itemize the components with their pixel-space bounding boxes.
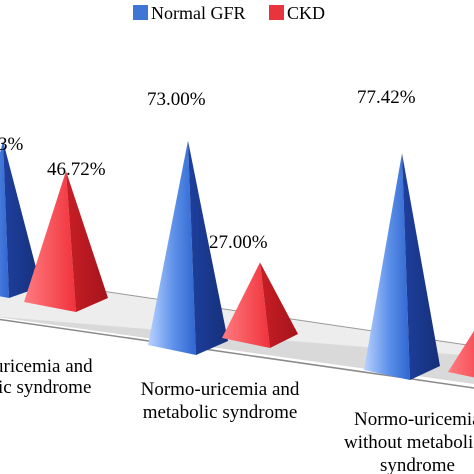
pyramid-marks bbox=[0, 140, 474, 380]
legend-swatch-normal-gfr bbox=[133, 5, 148, 20]
category-label-3: Normo-uricemia without metabolic syndrom… bbox=[344, 409, 474, 474]
category-label-2-line-1: Normo-uricemia and bbox=[141, 379, 300, 400]
pyramid-ckd-2 bbox=[222, 262, 298, 348]
pyramid-ckd-2-face-right bbox=[260, 262, 298, 348]
pyramid-normal-gfr-1-face-right bbox=[3, 140, 41, 298]
legend-label-ckd: CKD bbox=[287, 3, 325, 23]
legend-item-ckd: CKD bbox=[269, 3, 325, 23]
category-label-3-line-1: Normo-uricemia bbox=[354, 409, 474, 430]
data-label-normal-gfr-3: 77.42% bbox=[357, 87, 416, 108]
pyramid-normal-gfr-2-face-right bbox=[188, 140, 228, 355]
pyramid-normal-gfr-1 bbox=[0, 140, 41, 298]
legend: Normal GFR CKD bbox=[133, 3, 325, 23]
pyramid-normal-gfr-3 bbox=[364, 153, 440, 380]
pyramid-normal-gfr-3-face-right bbox=[402, 153, 440, 380]
pyramid-normal-gfr-2-face-left bbox=[148, 140, 196, 355]
category-label-2: Normo-uricemia and metabolic syndrome bbox=[141, 379, 300, 423]
pyramid-ckd-3-face-left bbox=[448, 330, 474, 378]
pyramid-ckd-3 bbox=[448, 330, 474, 378]
legend-item-normal-gfr: Normal GFR bbox=[133, 3, 246, 23]
data-label-ckd-1: 46.72% bbox=[47, 159, 106, 180]
pyramid-ckd-1-face-right bbox=[66, 171, 108, 312]
pyramid-ckd-1-face-left bbox=[24, 171, 76, 312]
legend-label-normal-gfr: Normal GFR bbox=[151, 3, 246, 23]
data-label-normal-gfr-2: 73.00% bbox=[147, 89, 206, 110]
pyramid-ckd-2-face-left bbox=[222, 262, 270, 348]
category-label-3-line-2: without metabolic bbox=[344, 432, 474, 453]
category-label-1: uricemia and ic syndrome bbox=[0, 356, 93, 398]
category-label-1-line-2: ic syndrome bbox=[0, 377, 91, 398]
pyramid-ckd-1 bbox=[24, 171, 108, 312]
data-label-normal-gfr-1: 3% bbox=[0, 134, 24, 155]
category-label-2-line-2: metabolic syndrome bbox=[143, 402, 298, 423]
data-label-ckd-2: 27.00% bbox=[209, 232, 268, 253]
legend-swatch-ckd bbox=[269, 5, 284, 20]
pyramid-normal-gfr-1-face-left bbox=[0, 140, 9, 298]
category-label-3-line-3: syndrome bbox=[380, 455, 455, 474]
pyramid-normal-gfr-2 bbox=[148, 140, 228, 355]
pyramid-normal-gfr-3-face-left bbox=[364, 153, 410, 380]
category-labels: uricemia and ic syndrome Normo-uricemia … bbox=[0, 356, 474, 474]
category-label-1-line-1: uricemia and bbox=[0, 356, 93, 377]
data-labels: 3% 46.72% 73.00% 27.00% 77.42% bbox=[0, 87, 416, 253]
